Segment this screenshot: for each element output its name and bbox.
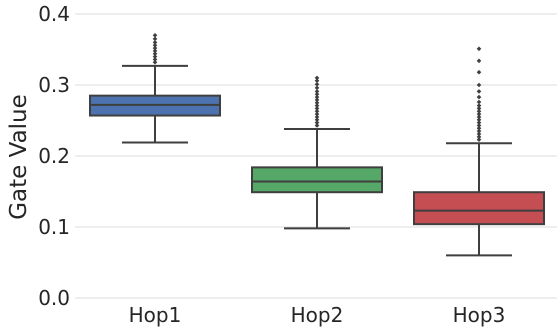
outlier-point [314,94,320,100]
outlier-point [476,106,482,111]
box-hop3 [413,46,545,257]
outlier-point [152,51,158,57]
x-tick-label-hop3: Hop3 [453,303,506,327]
outlier-point [476,89,482,94]
outlier-point [476,103,482,108]
y-tick-label: 0.3 [38,73,70,97]
outlier-point [476,99,482,105]
outlier-point [314,117,320,123]
outlier-point [476,117,482,123]
y-tick-label: 0.2 [38,144,70,168]
outlier-point [476,120,482,125]
outlier-point [476,58,482,64]
y-tick-label: 0.1 [38,215,70,239]
outlier-point [152,45,158,51]
outlier-point [476,131,482,137]
outlier-point [314,103,320,108]
boxes [89,33,545,257]
outlier-point [152,57,158,62]
outlier-point [476,137,482,142]
outlier-point [314,75,320,81]
outlier-point [152,54,158,59]
outlier-point [152,48,158,54]
x-tick-label-hop2: Hop2 [291,303,344,327]
outlier-point [152,36,158,42]
outlier-point [314,111,320,117]
outlier-point [152,42,158,48]
outlier-point [314,89,320,94]
outlier-point [476,134,482,140]
outlier-point [476,123,482,128]
outlier-point [476,46,482,52]
box-hop2 [251,75,383,230]
outlier-point [476,69,482,75]
outlier-point [476,108,482,114]
outlier-point [314,120,320,125]
outlier-point [314,81,320,87]
x-tick-labels: Hop1 Hop2 Hop3 [129,303,506,327]
outlier-point [476,94,482,100]
outlier-point [314,123,320,128]
outlier-point [476,128,482,134]
box-hop1 [89,33,221,144]
y-tick-labels: 0.0 0.1 0.2 0.3 0.4 [38,2,70,310]
outlier-point [476,114,482,120]
outlier-point [314,85,320,91]
outlier-point [314,78,320,84]
outlier-point [476,82,482,88]
y-tick-label: 0.4 [38,2,70,26]
y-axis-label: Gate Value [6,94,32,220]
iqr-box [413,191,545,226]
outlier-point [152,40,158,45]
outlier-point [314,114,320,120]
outlier-point [314,108,320,114]
outlier-point [476,111,482,117]
y-tick-label: 0.0 [38,286,70,310]
outlier-point [314,106,320,111]
outlier-point [314,100,320,106]
outlier-point [314,91,320,97]
outlier-point [314,97,320,103]
iqr-box [251,166,383,194]
outlier-point [152,33,158,38]
outlier-point [152,59,158,65]
x-tick-label-hop1: Hop1 [129,303,182,327]
outlier-point [476,126,482,131]
